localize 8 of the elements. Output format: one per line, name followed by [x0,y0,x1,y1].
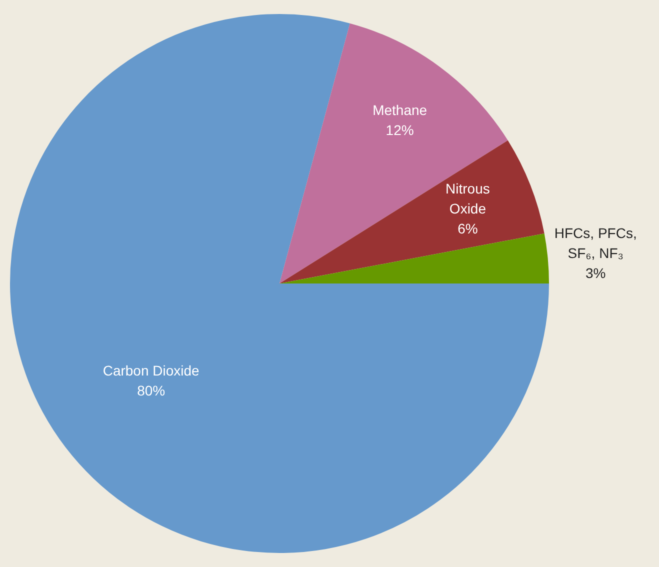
data-label: 80% [137,382,166,399]
slice-label: Nitrous Oxide [446,180,490,217]
data-label: 12% [386,122,414,138]
slice-label: Methane [372,102,428,118]
slice-label: HFCs, PFCs, SF₆, NF₃ [554,224,637,261]
data-label: 6% [458,220,478,237]
slice-label: Carbon Dioxide [102,362,200,379]
data-label: 3% [586,264,606,281]
